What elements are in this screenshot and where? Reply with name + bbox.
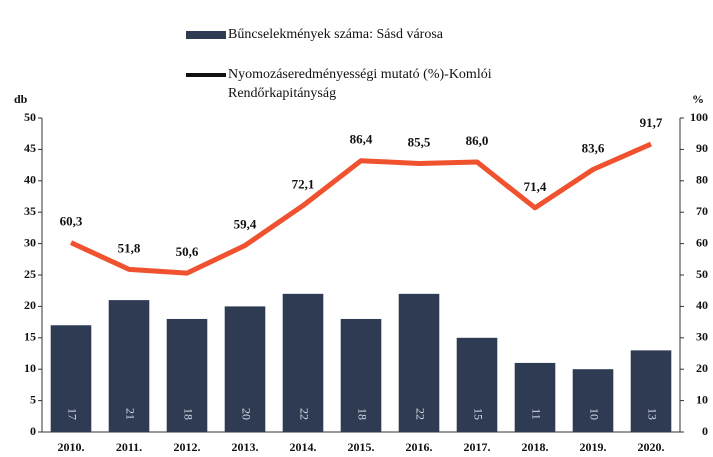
x-tick-label: 2012.	[174, 440, 201, 454]
y-axis-label: db	[14, 92, 28, 106]
x-tick-label: 2016.	[406, 440, 433, 454]
bar	[166, 318, 208, 432]
legend-label: Bűncselekmények száma: Sásd városa	[228, 27, 443, 42]
bar	[340, 318, 382, 432]
bar	[572, 369, 614, 432]
x-tick-label: 2020.	[638, 440, 665, 454]
bar-value-label: 22	[413, 408, 427, 420]
line-value-label: 50,6	[176, 244, 199, 259]
legend-entry: Bűncselekmények száma: Sásd városa	[228, 27, 443, 42]
y-tick-label: 25	[24, 267, 36, 281]
bar	[630, 350, 672, 432]
y2-tick-label: 70	[696, 204, 708, 218]
legend-swatch	[186, 31, 226, 39]
line-value-label: 85,5	[408, 135, 431, 150]
bar	[282, 293, 324, 432]
y2-tick-label: 40	[696, 298, 708, 312]
y2-tick-label: 0	[702, 424, 708, 438]
bar	[224, 306, 266, 432]
y-tick-label: 10	[24, 361, 36, 375]
y-tick-label: 15	[24, 330, 36, 344]
y-tick-label: 5	[30, 392, 36, 406]
line-value-label: 86,0	[466, 133, 489, 148]
line-value-label: 51,8	[118, 240, 141, 255]
bar-value-label: 10	[587, 408, 601, 420]
x-tick-label: 2017.	[464, 440, 491, 454]
y-tick-label: 45	[24, 141, 36, 155]
bar	[398, 293, 440, 432]
line-value-label: 83,6	[582, 140, 605, 155]
y2-tick-label: 10	[696, 392, 708, 406]
line	[69, 141, 653, 276]
y2-tick-label: 100	[690, 110, 708, 124]
bar-value-label: 18	[355, 408, 369, 420]
y2-axis-label: %	[692, 92, 704, 106]
y-tick-label: 0	[30, 424, 36, 438]
legend-entry: Nyomozáseredményességi mutató (%)-Komlói…	[228, 67, 492, 101]
y2-tick-label: 60	[696, 235, 708, 249]
bar-value-label: 22	[297, 408, 311, 420]
bar-value-label: 21	[123, 408, 137, 420]
y-tick-label: 40	[24, 173, 36, 187]
y-tick-label: 35	[24, 204, 36, 218]
bar	[50, 325, 92, 432]
x-tick-label: 2019.	[580, 440, 607, 454]
bar-value-label: 13	[645, 408, 659, 420]
x-tick-label: 2014.	[290, 440, 317, 454]
y2-tick-label: 80	[696, 173, 708, 187]
bar	[514, 362, 556, 432]
x-tick-label: 2010.	[58, 440, 85, 454]
y2-tick-label: 90	[696, 141, 708, 155]
bar-value-label: 17	[65, 408, 79, 420]
y-tick-label: 50	[24, 110, 36, 124]
x-tick-label: 2011.	[116, 440, 142, 454]
legend-label: Nyomozáseredményességi mutató (%)-Komlói…	[228, 67, 492, 101]
y-tick-label: 20	[24, 298, 36, 312]
bar-value-label: 20	[239, 408, 253, 420]
line-value-label: 59,4	[234, 216, 257, 231]
x-tick-label: 2015.	[348, 440, 375, 454]
x-tick-label: 2013.	[232, 440, 259, 454]
line-value-label: 60,3	[60, 214, 83, 229]
bar-value-label: 18	[181, 408, 195, 420]
y2-tick-label: 30	[696, 330, 708, 344]
bar	[456, 337, 498, 432]
bar	[108, 300, 150, 432]
y2-tick-label: 50	[696, 267, 708, 281]
y-tick-label: 30	[24, 235, 36, 249]
bar-value-label: 15	[471, 408, 485, 420]
x-tick-label: 2018.	[522, 440, 549, 454]
line-value-label: 71,4	[524, 179, 547, 194]
line-value-label: 72,1	[292, 177, 315, 192]
line-value-label: 86,4	[350, 132, 373, 147]
bar-value-label: 11	[529, 408, 543, 420]
line-value-label: 91,7	[640, 115, 663, 130]
y2-tick-label: 20	[696, 361, 708, 375]
